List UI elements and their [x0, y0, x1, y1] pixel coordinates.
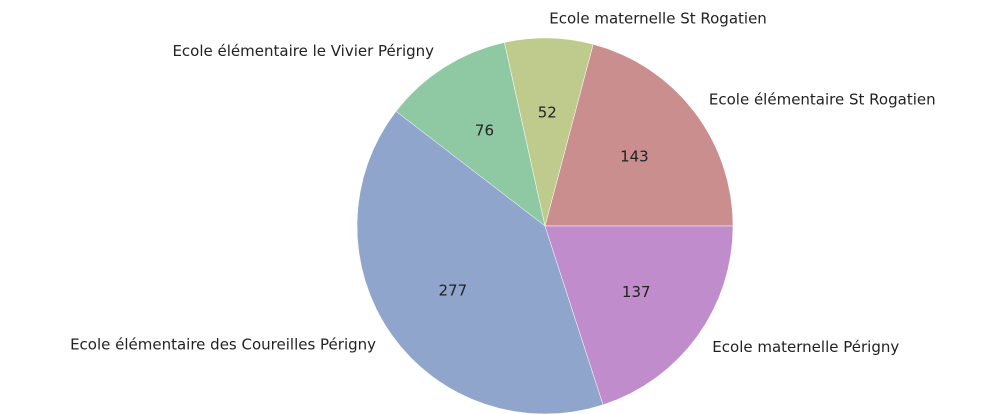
slice-label: Ecole élémentaire St Rogatien: [709, 90, 936, 108]
value-label: 137: [622, 283, 651, 301]
pie-slice: [395, 42, 546, 227]
pie-slice: [544, 43, 734, 227]
slice-label: Ecole élémentaire des Coureilles Périgny: [70, 336, 376, 354]
slice-label: Ecole maternelle St Rogatien: [549, 10, 767, 28]
value-label: 143: [620, 148, 649, 166]
value-label: 52: [538, 104, 557, 122]
slice-label: Ecole élémentaire le Vivier Périgny: [172, 42, 434, 60]
value-label: 76: [475, 121, 494, 139]
slice-label: Ecole maternelle Périgny: [712, 338, 899, 356]
value-label: 277: [439, 282, 468, 300]
pie-slice: [544, 225, 734, 406]
